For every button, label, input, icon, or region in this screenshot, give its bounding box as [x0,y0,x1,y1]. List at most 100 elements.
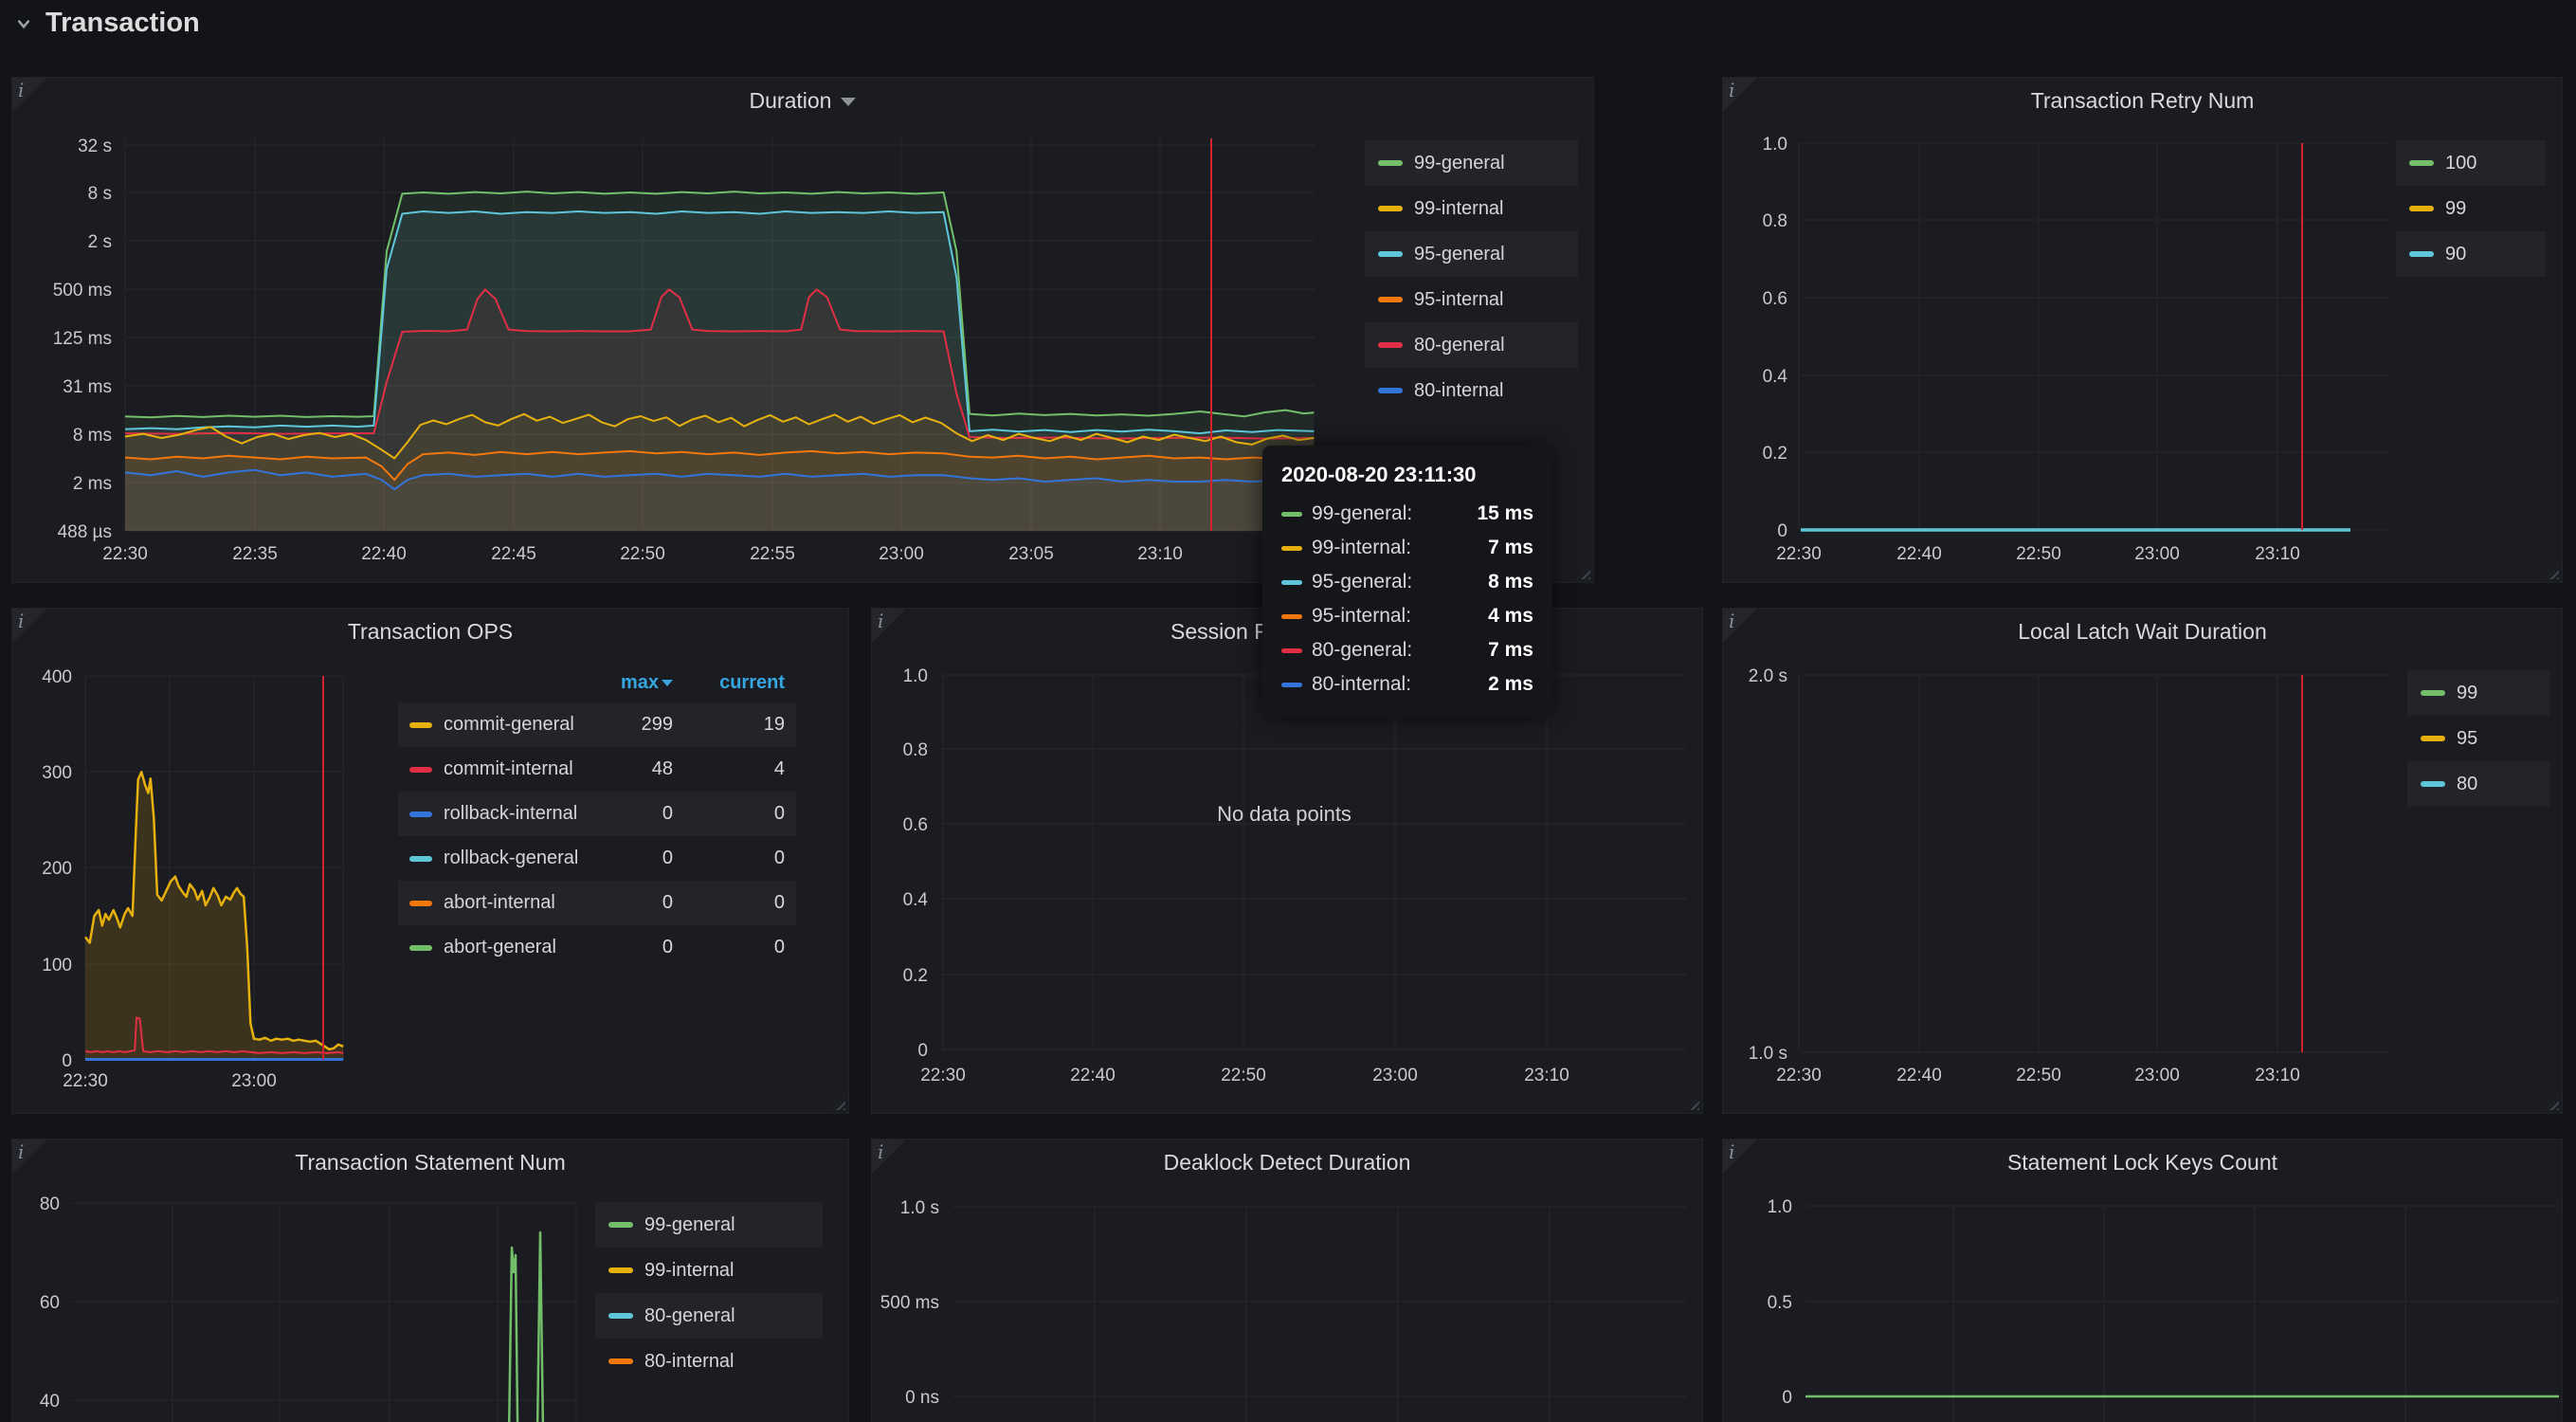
legend-color-dash [608,1358,633,1364]
max-value: 0 [662,937,673,957]
panel-title-session[interactable]: Session R [1170,619,1270,644]
panel-title-lock[interactable]: Statement Lock Keys Count [2006,1150,2278,1175]
legend-label: 95-general [1414,243,1505,264]
info-icon[interactable]: i [872,609,906,643]
info-icon[interactable]: i [12,609,46,643]
panel-title-stmt[interactable]: Transaction Statement Num [295,1150,566,1175]
max-value: 299 [641,714,673,735]
legend-color-dash [608,1313,633,1319]
info-icon[interactable]: i [1723,78,1757,112]
legend-label: 80-internal [644,1350,735,1372]
tooltip-timestamp: 2020-08-20 23:11:30 [1281,463,1477,486]
info-icon[interactable]: i [1723,1139,1757,1174]
legend-label: 95 [2457,727,2478,749]
sort-column-max[interactable]: max [591,672,673,694]
section-header-transaction[interactable]: Transaction [13,8,200,39]
tooltip-series-label: 95-general: [1312,571,1413,592]
legend-color-dash [409,944,432,951]
tooltip-series-value: 4 ms [1488,605,1533,627]
tooltip-color-dash [1281,613,1302,619]
legend-color-dash [1378,251,1403,257]
panel-title-latch[interactable]: Local Latch Wait Duration [2018,619,2267,644]
no-data-points-label: No data points [1217,802,1351,826]
legend-item-80[interactable]: 80 [2407,761,2549,807]
series-label: rollback-internal [444,803,578,824]
info-icon[interactable]: i [12,1139,46,1174]
resize-handle[interactable] [2546,1097,2559,1110]
legend-label: 99-internal [644,1259,735,1281]
legend-color-dash [409,766,432,773]
current-value: 0 [773,848,785,868]
sort-caret-icon [662,679,673,686]
info-icon[interactable]: i [1723,609,1757,643]
panel-transaction-statement-num: i Transaction Statement Num [11,1139,849,1422]
legend-item-99[interactable]: 99 [2396,186,2546,231]
table-row-commit-general[interactable]: commit-general 299 19 [398,702,796,747]
table-row-abort-internal[interactable]: abort-internal 0 0 [398,881,796,925]
legend-color-dash [1378,160,1403,166]
legend-item-80-internal[interactable]: 80-internal [595,1339,823,1384]
legend-item-95[interactable]: 95 [2407,716,2549,761]
tooltip-series-value: 8 ms [1488,571,1533,592]
table-row-abort-general[interactable]: abort-general 0 0 [398,925,796,970]
graph-tooltip: 2020-08-20 23:11:30 99-general: 15 ms 99-i… [1262,446,1552,717]
resize-handle[interactable] [832,1097,845,1110]
legend-item-100[interactable]: 100 [2396,140,2546,186]
legend-item-99[interactable]: 99 [2407,670,2549,716]
legend-item-99-internal[interactable]: 99-internal [1365,186,1578,231]
series-label: abort-internal [444,892,555,913]
table-row-rollback-general[interactable]: rollback-general 0 0 [398,836,796,881]
info-icon[interactable]: i [872,1139,906,1174]
legend-label: 80 [2457,773,2478,794]
legend-color-dash [608,1267,633,1273]
legend-label: 80-internal [1414,379,1504,401]
tooltip-row: 95-internal: 4 ms [1281,599,1533,633]
max-value: 0 [662,803,673,824]
max-value: 0 [662,848,673,868]
legend-color-dash [409,855,432,862]
panel-title-retry[interactable]: Transaction Retry Num [2030,88,2255,113]
tooltip-color-dash [1281,579,1302,585]
legend-item-80-general[interactable]: 80-general [1365,322,1578,368]
info-icon[interactable]: i [12,78,46,112]
tooltip-row: 99-general: 15 ms [1281,497,1533,531]
sort-column-current[interactable]: current [719,671,785,693]
legend-item-95-internal[interactable]: 95-internal [1365,277,1578,322]
legend-color-dash [1378,206,1403,211]
legend-item-90[interactable]: 90 [2396,231,2546,277]
legend-item-80-general[interactable]: 80-general [595,1293,823,1339]
panel-title-deadlock[interactable]: Deaklock Detect Duration [1163,1150,1411,1175]
resize-handle[interactable] [1577,566,1590,579]
legend-color-dash [1378,388,1403,393]
legend-label: 99-general [644,1213,735,1235]
legend-item-95-general[interactable]: 95-general [1365,231,1578,277]
tooltip-series-label: 80-general: [1312,639,1413,661]
tooltip-color-dash [1281,511,1302,517]
series-label: rollback-general [444,848,579,868]
legend-label: 99-general [1414,152,1505,173]
current-value: 0 [773,803,785,824]
panel-title-ops[interactable]: Transaction OPS [347,619,514,644]
resize-handle[interactable] [2546,566,2559,579]
legend-color-dash [2409,206,2434,211]
legend-item-80-internal[interactable]: 80-internal [1365,368,1578,413]
table-row-rollback-internal[interactable]: rollback-internal 0 0 [398,792,796,836]
legend-label: 90 [2445,243,2467,264]
series-label: commit-internal [444,758,573,779]
tooltip-series-value: 7 ms [1488,537,1533,558]
legend-item-99-general[interactable]: 99-general [595,1202,823,1248]
legend-label: 100 [2445,152,2477,173]
chevron-down-icon [17,19,30,28]
tooltip-series-label: 95-internal: [1312,605,1412,627]
legend-label: 80-general [1414,334,1505,356]
legend-item-99-general[interactable]: 99-general [1365,140,1578,186]
legend-item-99-internal[interactable]: 99-internal [595,1248,823,1293]
table-row-commit-internal[interactable]: commit-internal 48 4 [398,747,796,792]
panel-title-duration[interactable]: Duration [12,88,1593,114]
legend-color-dash [2421,781,2445,787]
current-value: 4 [773,758,785,779]
resize-handle[interactable] [1686,1097,1699,1110]
legend-label: 80-general [644,1304,735,1326]
tooltip-series-label: 80-internal: [1312,673,1412,695]
